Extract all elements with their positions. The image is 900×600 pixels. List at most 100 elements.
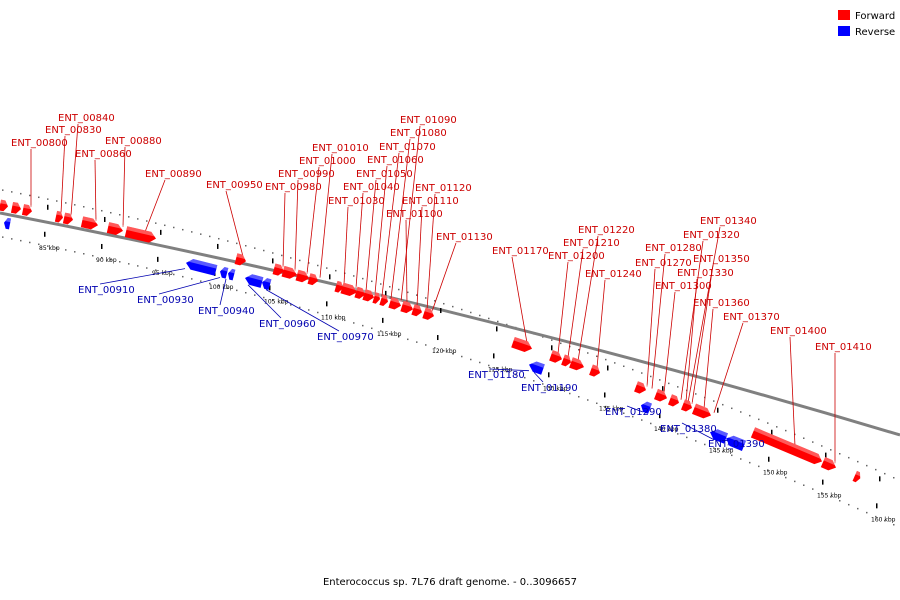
tick-label: 115 kbp: [377, 331, 402, 338]
forward-gene-arrow[interactable]: [680, 399, 695, 413]
forward-gene-arrow[interactable]: [106, 222, 125, 236]
forward-gene-label: ENT_00950: [206, 180, 263, 191]
forward-gene-arrow[interactable]: [10, 201, 23, 215]
reverse-gene-label: ENT_01190: [521, 383, 578, 394]
forward-gene-arrow[interactable]: [0, 199, 10, 212]
legend-forward-swatch: [838, 10, 850, 20]
forward-gene-label: ENT_01280: [645, 243, 702, 254]
reverse-gene-arrow[interactable]: [244, 272, 264, 288]
genome-caption: Enterococcus sp. 7L76 draft genome. - 0.…: [322, 577, 578, 588]
reverse-gene-label: ENT_00930: [137, 295, 194, 306]
forward-gene-arrow[interactable]: [80, 216, 100, 230]
forward-gene-arrow[interactable]: [234, 253, 248, 266]
reverse-gene-label: ENT_00940: [198, 306, 255, 317]
tick-label: 160 kbp: [871, 516, 896, 523]
forward-gene-label: ENT_00840: [58, 113, 115, 124]
reverse-gene-label: ENT_01290: [605, 407, 662, 418]
tick-label: 145 kbp: [709, 448, 734, 455]
forward-gene-arrow[interactable]: [422, 307, 436, 322]
tick-marks: 85 kbp 90 kbp 95 kbp 100 kbp 105 kbp 110 kbp 1…: [39, 204, 896, 523]
forward-gene-arrow[interactable]: [750, 427, 825, 466]
forward-gene-arrow[interactable]: [334, 280, 345, 294]
forward-gene-arrow[interactable]: [295, 269, 311, 284]
gene-features: [0, 199, 863, 483]
forward-gene-label: ENT_01110: [402, 196, 459, 207]
tick-label: 130 kbp: [543, 385, 568, 392]
forward-gene-arrow[interactable]: [281, 265, 299, 280]
forward-gene-label: ENT_01320: [683, 230, 740, 241]
forward-gene-label: ENT_01240: [585, 269, 642, 280]
reverse-gene-arrow[interactable]: [724, 433, 747, 451]
forward-gene-label: ENT_01330: [677, 268, 734, 279]
forward-gene-arrow[interactable]: [354, 286, 367, 300]
tick-label: 90 kbp: [96, 257, 117, 264]
forward-gene-arrow[interactable]: [634, 381, 648, 395]
forward-gene-arrow[interactable]: [511, 336, 534, 354]
forward-gene-label: ENT_00860: [75, 149, 132, 160]
forward-gene-label: ENT_01200: [548, 251, 605, 262]
tick-label: 105 kbp: [264, 298, 289, 305]
forward-gene-label: ENT_01090: [400, 115, 457, 126]
forward-gene-label: ENT_01080: [390, 128, 447, 139]
forward-gene-label: ENT_00830: [45, 125, 102, 136]
tick-label: 155 kbp: [817, 493, 842, 500]
forward-gene-label: ENT_01000: [299, 156, 356, 167]
forward-gene-label: ENT_01070: [379, 142, 436, 153]
forward-gene-label: ENT_00990: [278, 169, 335, 180]
forward-gene-label: ENT_01130: [436, 232, 493, 243]
tick-label: 125 kbp: [488, 366, 513, 373]
reverse-gene-arrow[interactable]: [3, 217, 12, 230]
forward-gene-arrow[interactable]: [307, 273, 320, 286]
forward-gene-arrow[interactable]: [691, 403, 714, 421]
forward-gene-arrow[interactable]: [340, 282, 359, 298]
forward-gene-label: ENT_01100: [386, 209, 443, 220]
reverse-gene-arrow[interactable]: [639, 400, 652, 414]
tick-label: 135 kbp: [599, 405, 624, 412]
reverse-gene-label: ENT_00960: [259, 319, 316, 330]
forward-gene-label: ENT_01030: [328, 196, 385, 207]
tick-label: 120 kbp: [432, 348, 457, 355]
forward-gene-arrow[interactable]: [400, 300, 415, 315]
reverse-gene-arrow[interactable]: [185, 257, 218, 276]
genome-backbone: [0, 211, 900, 437]
reverse-gene-label: ENT_00910: [78, 285, 135, 296]
tick-label: 85 kbp: [39, 245, 60, 252]
forward-gene-arrow[interactable]: [561, 354, 573, 367]
forward-gene-arrow[interactable]: [388, 297, 403, 311]
reverse-gene-arrow[interactable]: [227, 268, 236, 281]
tick-label: 110 kbp: [321, 314, 346, 321]
reverse-gene-arrow[interactable]: [261, 277, 272, 290]
forward-gene-label: ENT_01350: [693, 254, 750, 265]
forward-gene-arrow[interactable]: [820, 456, 839, 473]
forward-gene-arrow[interactable]: [589, 364, 602, 379]
tick-label: 100 kbp: [209, 284, 234, 291]
forward-gene-arrow[interactable]: [62, 212, 75, 226]
forward-gene-label: ENT_00890: [145, 169, 202, 180]
legend-reverse-swatch: [838, 26, 850, 36]
forward-gene-arrow[interactable]: [54, 210, 65, 223]
forward-gene-arrow[interactable]: [272, 263, 286, 276]
forward-gene-label: ENT_01040: [343, 182, 400, 193]
forward-gene-arrow[interactable]: [569, 357, 586, 372]
forward-gene-arrow[interactable]: [21, 204, 34, 217]
forward-gene-label: ENT_01360: [693, 298, 750, 309]
reverse-gene-arrow[interactable]: [219, 266, 229, 279]
forward-gene-arrow[interactable]: [654, 388, 669, 403]
forward-gene-arrow[interactable]: [124, 226, 158, 244]
reverse-gene-label: ENT_01180: [468, 370, 525, 381]
forward-gene-arrow[interactable]: [852, 470, 863, 483]
reverse-gene-arrow[interactable]: [527, 359, 545, 375]
forward-gene-label: ENT_01050: [356, 169, 413, 180]
forward-gene-arrow[interactable]: [362, 289, 376, 303]
reverse-gene-label: ENT_01390: [708, 439, 765, 450]
forward-gene-arrow[interactable]: [549, 350, 564, 364]
reverse-gene-arrow[interactable]: [708, 427, 729, 444]
forward-gene-arrow[interactable]: [668, 394, 681, 408]
forward-gene-label: ENT_00800: [11, 138, 68, 149]
forward-gene-arrow[interactable]: [379, 294, 390, 307]
forward-gene-arrow[interactable]: [411, 304, 424, 317]
forward-gene-arrow[interactable]: [372, 292, 382, 304]
forward-gene-label: ENT_01400: [770, 326, 827, 337]
